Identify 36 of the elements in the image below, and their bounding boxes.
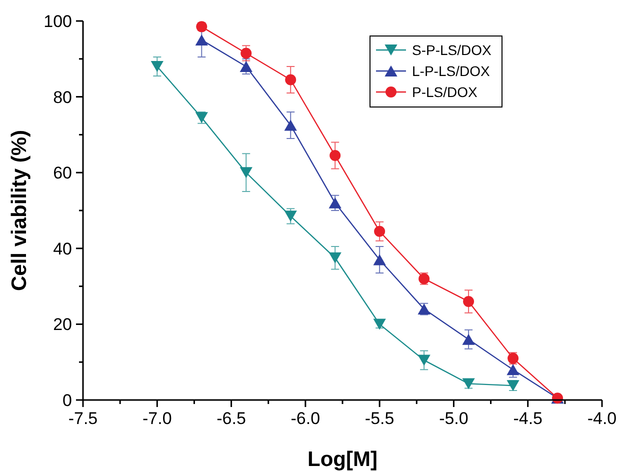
point (195, 34, 208, 46)
x-tick-label: -5.5 (364, 409, 394, 428)
point (240, 48, 252, 59)
point (506, 364, 520, 376)
legend-label: L-P-LS/DOX (412, 63, 490, 79)
x-axis-title: Log[M] (308, 448, 378, 471)
point (150, 60, 164, 72)
point (463, 296, 474, 307)
y-tick-label: 80 (53, 88, 72, 107)
x-tick-label: -4.0 (587, 409, 617, 428)
x-tick-label: -7.5 (68, 409, 98, 428)
point (462, 334, 475, 345)
x-tick-label: -6.5 (216, 409, 246, 428)
y-tick-label: 40 (53, 239, 72, 258)
point (240, 60, 252, 72)
point (284, 210, 297, 222)
x-tick-label: -6.0 (290, 409, 320, 428)
legend-label: P-LS/DOX (412, 84, 478, 100)
point (374, 226, 386, 237)
point (284, 120, 297, 131)
point (285, 74, 296, 86)
x-tick-label: -4.5 (513, 409, 543, 428)
point (373, 254, 386, 266)
point (330, 150, 341, 162)
point (418, 354, 430, 366)
x-tick-label: -5.0 (439, 409, 468, 428)
point (328, 252, 342, 264)
point (240, 167, 252, 178)
y-tick-label: 0 (62, 391, 72, 410)
point (328, 197, 342, 208)
y-tick-label: 100 (44, 12, 72, 31)
legend-label: S-P-LS/DOX (412, 42, 492, 58)
y-axis-title: Cell viability (%) (8, 130, 31, 292)
x-tick-label: -7.0 (142, 409, 172, 428)
y-tick-label: 20 (53, 315, 72, 334)
y-tick-label: 60 (53, 164, 72, 183)
